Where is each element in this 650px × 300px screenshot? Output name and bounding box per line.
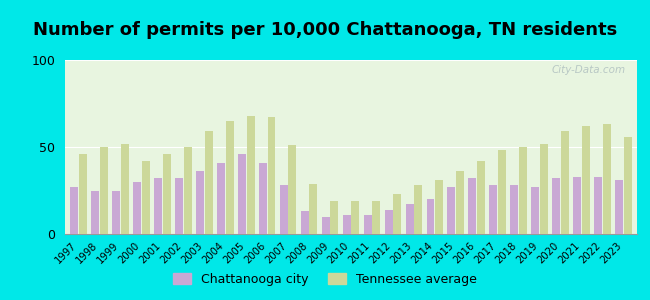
Bar xyxy=(456,171,464,234)
Bar xyxy=(469,178,476,234)
Legend: Chattanooga city, Tennessee average: Chattanooga city, Tennessee average xyxy=(168,268,482,291)
Bar xyxy=(385,210,393,234)
Bar xyxy=(162,154,171,234)
Bar xyxy=(100,147,108,234)
Text: City-Data.com: City-Data.com xyxy=(551,65,625,75)
Bar xyxy=(133,182,141,234)
Bar xyxy=(594,177,602,234)
Bar xyxy=(259,163,267,234)
Bar xyxy=(364,215,372,234)
Bar xyxy=(142,161,150,234)
Bar xyxy=(447,187,456,234)
Bar xyxy=(246,116,255,234)
Bar xyxy=(435,180,443,234)
Bar xyxy=(477,161,485,234)
Bar xyxy=(154,178,162,234)
Bar xyxy=(322,217,330,234)
Bar xyxy=(268,117,276,234)
Bar xyxy=(552,178,560,234)
Bar xyxy=(582,126,590,234)
Bar xyxy=(531,187,540,234)
Bar xyxy=(615,180,623,234)
Bar xyxy=(226,121,233,234)
Bar xyxy=(426,199,434,234)
Bar xyxy=(238,154,246,234)
Bar xyxy=(175,178,183,234)
Bar xyxy=(301,212,309,234)
Bar xyxy=(280,185,288,234)
Bar xyxy=(393,194,401,234)
Bar xyxy=(603,124,611,234)
Bar xyxy=(414,185,422,234)
Bar xyxy=(406,204,413,234)
Bar xyxy=(519,147,527,234)
Bar xyxy=(372,201,380,234)
Bar xyxy=(91,190,99,234)
Bar xyxy=(121,143,129,234)
Bar xyxy=(79,154,87,234)
Bar xyxy=(573,177,581,234)
Bar xyxy=(510,185,518,234)
Bar xyxy=(196,171,204,234)
Bar xyxy=(309,184,317,234)
Bar xyxy=(184,147,192,234)
Bar xyxy=(489,185,497,234)
Bar xyxy=(540,143,548,234)
Bar xyxy=(217,163,225,234)
Bar xyxy=(289,145,296,234)
Bar xyxy=(205,131,213,234)
Bar xyxy=(330,201,338,234)
Bar xyxy=(112,190,120,234)
Bar xyxy=(70,187,78,234)
Text: Number of permits per 10,000 Chattanooga, TN residents: Number of permits per 10,000 Chattanooga… xyxy=(33,21,617,39)
Bar xyxy=(624,136,632,234)
Bar xyxy=(351,201,359,234)
Bar xyxy=(343,215,351,234)
Bar xyxy=(498,151,506,234)
Bar xyxy=(561,131,569,234)
